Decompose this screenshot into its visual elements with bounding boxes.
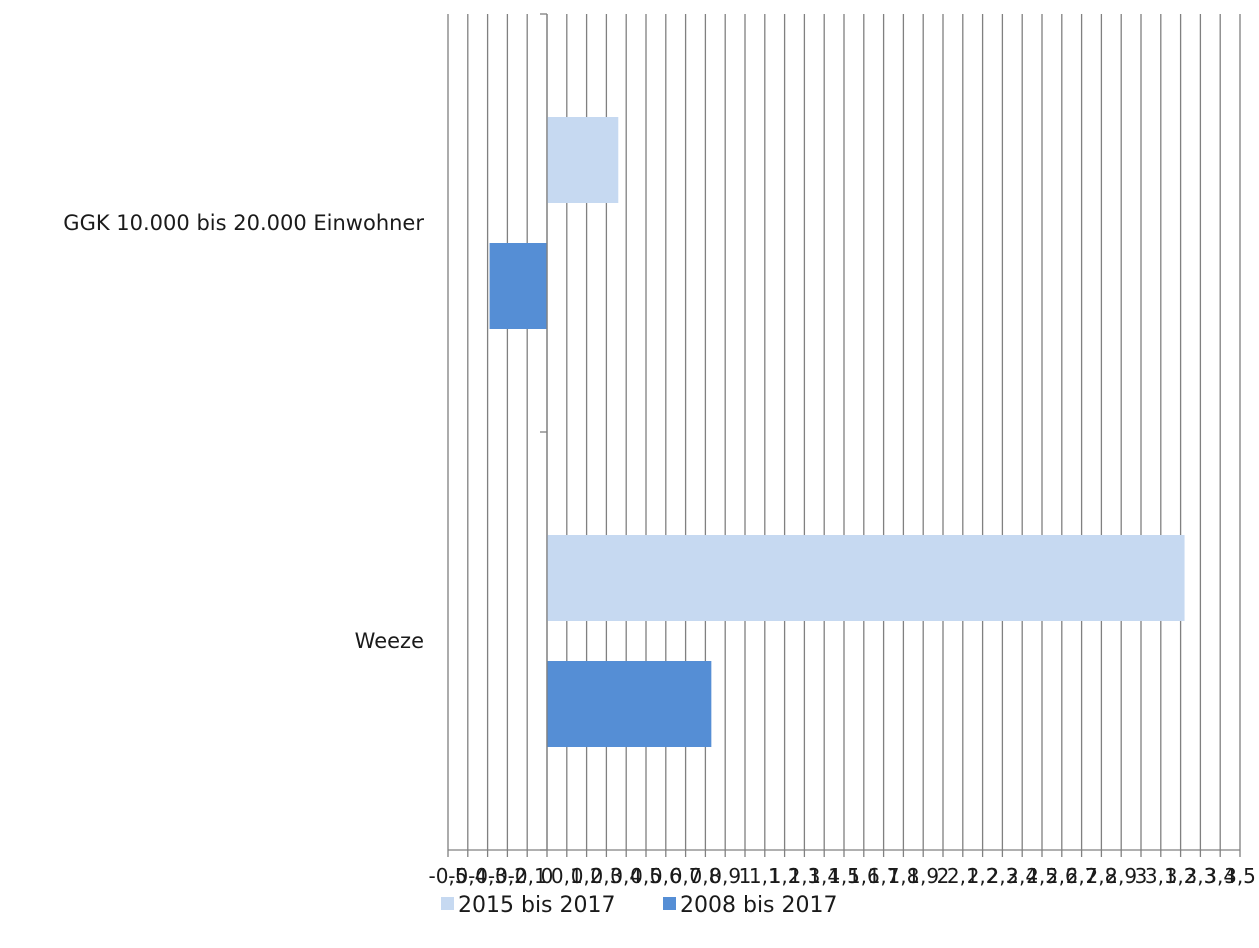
x-tick-label: -0,4 <box>448 864 487 888</box>
x-tick-label: -0,2 <box>488 864 527 888</box>
legend-swatch <box>441 897 454 910</box>
x-tick-label: -0,5 <box>428 864 467 888</box>
bar <box>489 243 547 329</box>
x-tick-label: 0 <box>541 864 554 888</box>
x-tick-label: 2,6 <box>1046 864 1078 888</box>
legend-swatch <box>663 897 676 910</box>
x-tick-label: 0,2 <box>571 864 603 888</box>
x-tick-label: 3,1 <box>1145 864 1177 888</box>
x-tick-label: 0,1 <box>551 864 583 888</box>
x-tick-label: 0,3 <box>590 864 622 888</box>
bars <box>489 117 1185 747</box>
x-tick-label: 1 <box>739 864 752 888</box>
legend: 2015 bis 2017 2008 bis 2017 <box>441 893 838 918</box>
x-tick-label: 2 <box>937 864 950 888</box>
x-tick-label: 0,4 <box>610 864 642 888</box>
x-tick-label: 1,8 <box>887 864 919 888</box>
bar <box>547 117 619 203</box>
x-tick-label: -0,1 <box>508 864 547 888</box>
x-tick-label: 0,7 <box>670 864 702 888</box>
x-tick-label: 2,3 <box>986 864 1018 888</box>
x-tick-label: 0,6 <box>650 864 682 888</box>
x-tick-label: 3,4 <box>1204 864 1236 888</box>
bar <box>547 661 712 747</box>
x-tick-label: 1,2 <box>769 864 801 888</box>
x-tick-label: 1,1 <box>749 864 781 888</box>
x-tick-label: 1,6 <box>848 864 880 888</box>
x-tick-label: 3,3 <box>1184 864 1216 888</box>
x-tick-label: 0,8 <box>689 864 721 888</box>
x-tick-label: 2,1 <box>947 864 979 888</box>
x-tick-label: 1,4 <box>808 864 840 888</box>
category-label: Weeze <box>355 629 424 653</box>
x-tick-labels: -0,5-0,4-0,3-0,2-0,100,10,20,30,40,50,60… <box>428 864 1255 888</box>
axes <box>447 13 1241 857</box>
bar <box>547 535 1185 621</box>
x-tick-label: 2,7 <box>1066 864 1098 888</box>
x-tick-label: 1,3 <box>788 864 820 888</box>
x-tick-label: 2,5 <box>1026 864 1058 888</box>
x-tick-label: 1,5 <box>828 864 860 888</box>
x-tick-label: -0,3 <box>468 864 507 888</box>
legend-label: 2015 bis 2017 <box>458 893 616 918</box>
x-tick-label: 0,9 <box>709 864 741 888</box>
x-tick-label: 3,2 <box>1165 864 1197 888</box>
x-tick-label: 3,5 <box>1224 864 1256 888</box>
category-labels: GGK 10.000 bis 20.000 Einwohner Weeze <box>63 211 424 653</box>
x-tick-label: 2,2 <box>967 864 999 888</box>
category-label: GGK 10.000 bis 20.000 Einwohner <box>63 211 424 235</box>
x-tick-label: 2,4 <box>1006 864 1038 888</box>
x-tick-label: 1,7 <box>868 864 900 888</box>
legend-label: 2008 bis 2017 <box>680 893 838 918</box>
x-tick-label: 1,9 <box>907 864 939 888</box>
x-tick-label: 2,8 <box>1085 864 1117 888</box>
x-tick-label: 3 <box>1135 864 1148 888</box>
x-tick-label: 0,5 <box>630 864 662 888</box>
x-tick-label: 2,9 <box>1105 864 1137 888</box>
